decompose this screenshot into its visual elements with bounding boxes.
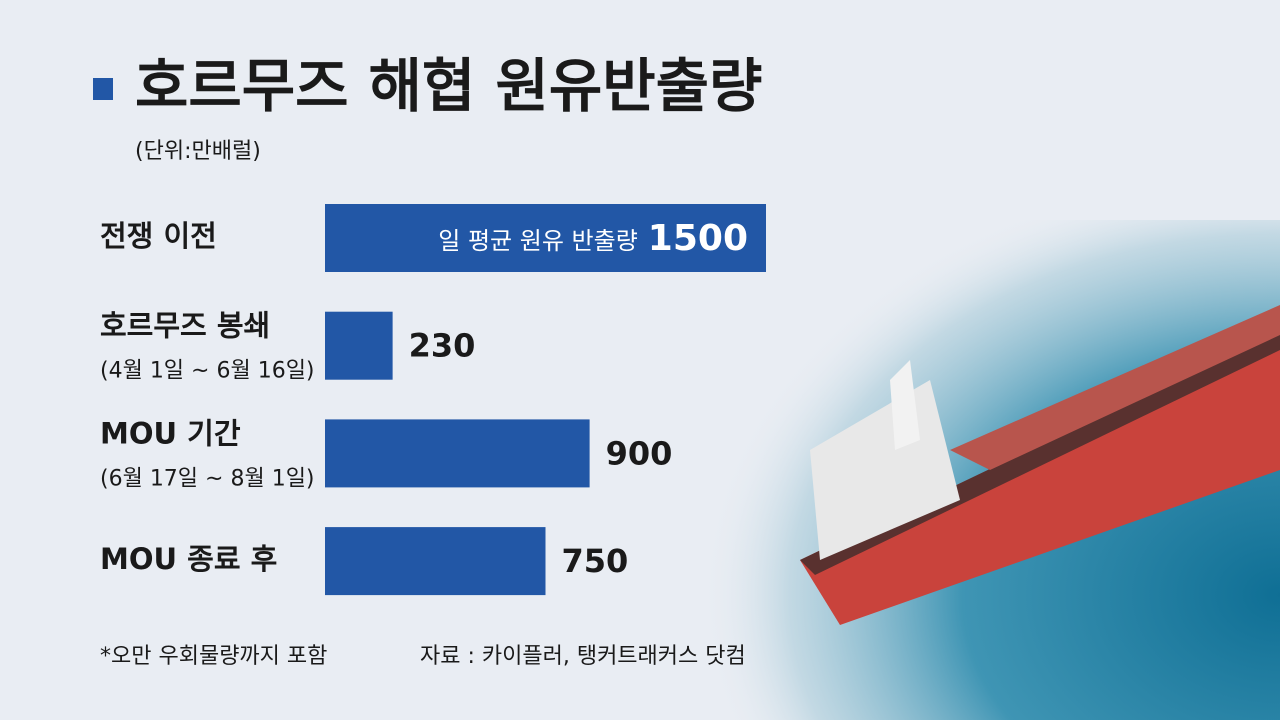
category-sublabel: (4월 1일 ~ 6월 16일) <box>100 359 315 384</box>
chart-subtitle: (단위:만배럴) <box>135 139 261 164</box>
source: 자료 : 카이플러, 탱커트래커스 닷컴 <box>420 644 746 669</box>
footnote: *오만 우회물량까지 포함 <box>100 644 327 669</box>
annotation: 일 평균 원유 반출량 <box>438 227 638 255</box>
background-ship <box>600 220 1280 720</box>
category-label: MOU 기간 <box>100 416 241 450</box>
bar <box>325 419 590 488</box>
title-marker <box>93 78 113 100</box>
bar <box>325 527 546 596</box>
value-label: 750 <box>562 542 629 580</box>
category-label: 전쟁 이전 <box>100 219 217 253</box>
value-label: 900 <box>606 434 673 472</box>
category-label: MOU 종료 후 <box>100 542 277 576</box>
chart-title: 호르무즈 해협 원유반출량 <box>135 52 762 120</box>
bar <box>325 311 393 380</box>
category-label: 호르무즈 봉쇄 <box>100 309 270 343</box>
value-label: 230 <box>409 327 476 365</box>
category-sublabel: (6월 17일 ~ 8월 1일) <box>100 466 315 491</box>
value-label: 1500 <box>648 218 748 259</box>
bar <box>325 204 766 272</box>
